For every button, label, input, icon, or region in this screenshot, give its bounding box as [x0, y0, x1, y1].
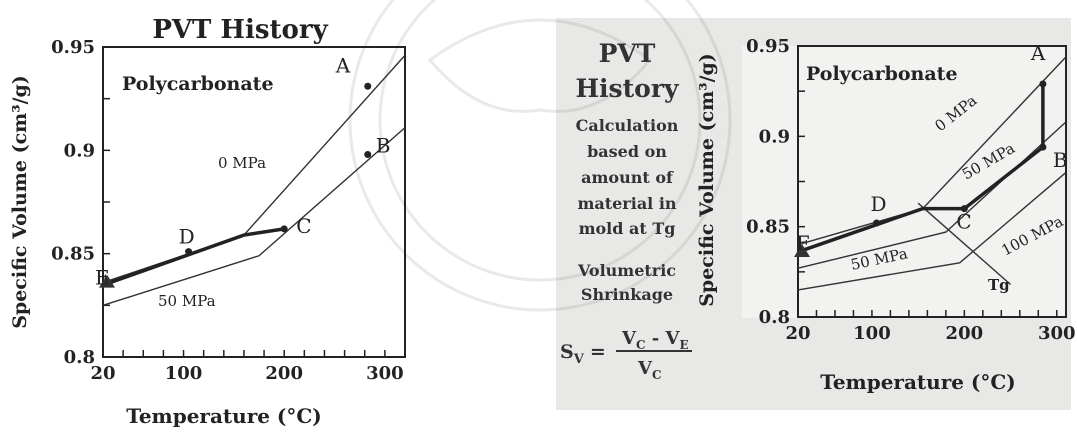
svg-text:VC - VE: VC - VE — [621, 328, 689, 352]
point-marker-d — [185, 248, 193, 256]
y-tick-label: 0.8 — [64, 347, 95, 368]
point-label-b: B — [376, 133, 391, 157]
point-marker-a — [1039, 80, 1047, 88]
history-path — [109, 227, 285, 285]
point-label-c: C — [296, 214, 311, 238]
point-label-e: E — [796, 231, 811, 255]
y-tick-label: 0.95 — [746, 36, 790, 57]
x-tick-label: 20 — [785, 323, 810, 344]
x-tick-label: 100 — [165, 363, 203, 384]
left-chart-xlabel: Temperature (°C) — [126, 404, 322, 428]
point-marker-e — [794, 243, 810, 257]
left-chart-ylabel: Specific Volume (cm³/g) — [9, 75, 31, 329]
x-tick-label: 200 — [265, 363, 303, 384]
side-calc-line-4: material in — [577, 194, 676, 213]
x-tick-label: 100 — [853, 323, 891, 344]
x-tick-label: 300 — [366, 363, 404, 384]
point-marker-a — [364, 82, 372, 90]
point-label-c: C — [956, 210, 971, 234]
point-label-e: E — [95, 266, 110, 290]
left-chart: PVT History Polycarbonate Temperature (°… — [9, 15, 406, 428]
shrinkage-formula: SV = VC - VE VC — [560, 328, 692, 382]
point-marker-e — [99, 274, 115, 288]
right-series-label-tg: Tg — [988, 276, 1010, 294]
side-calc-line-3: amount of — [581, 168, 674, 187]
series-line-tg — [917, 202, 1012, 286]
side-shrink-line-2: Shrinkage — [581, 285, 673, 304]
y-tick-label: 0.9 — [759, 126, 790, 147]
right-chart-subtitle: Polycarbonate — [806, 63, 958, 85]
left-chart-title: PVT History — [152, 15, 328, 45]
side-title-line-2: History — [575, 74, 680, 103]
y-tick-label: 0.95 — [51, 37, 95, 58]
point-label-a: A — [1030, 41, 1046, 65]
point-label-d: D — [179, 225, 195, 249]
y-tick-label: 0.85 — [51, 244, 95, 265]
left-chart-subtitle: Polycarbonate — [122, 73, 274, 95]
side-shrink-line-1: Volumetric — [577, 261, 676, 280]
left-series-label-50mpa: 50 MPa — [158, 292, 216, 310]
x-tick-label: 300 — [1038, 323, 1076, 344]
series-line-50-mpa — [102, 127, 406, 307]
point-marker-d — [873, 219, 881, 227]
svg-text:SV=: SV = — [560, 341, 606, 367]
side-calc-line-1: Calculation — [576, 116, 679, 135]
y-tick-label: 0.85 — [746, 217, 790, 238]
point-marker-c — [960, 205, 968, 213]
left-series-label-0mpa: 0 MPa — [218, 154, 266, 172]
point-label-b: B — [1053, 148, 1068, 172]
watermark-seal — [348, 0, 732, 312]
side-calc-line-2: based on — [587, 142, 667, 161]
side-title-line-1: PVT — [599, 39, 656, 68]
point-label-d: D — [871, 192, 887, 216]
right-side-text: PVT History Calculation based on amount … — [560, 39, 692, 382]
point-marker-b — [364, 150, 372, 158]
y-tick-label: 0.9 — [64, 140, 95, 161]
right-chart-ylabel: Specific Volume (cm³/g) — [696, 53, 718, 307]
series-line-100-mpa — [797, 171, 1067, 291]
right-chart-xlabel: Temperature (°C) — [820, 370, 1016, 394]
svg-text:VC: VC — [637, 358, 662, 382]
point-marker-c — [280, 225, 288, 233]
x-tick-label: 200 — [946, 323, 984, 344]
point-label-a: A — [335, 53, 351, 77]
side-calc-line-5: mold at Tg — [579, 219, 676, 238]
x-tick-label: 20 — [90, 363, 115, 384]
y-tick-label: 0.8 — [759, 307, 790, 328]
point-marker-b — [1039, 143, 1047, 151]
